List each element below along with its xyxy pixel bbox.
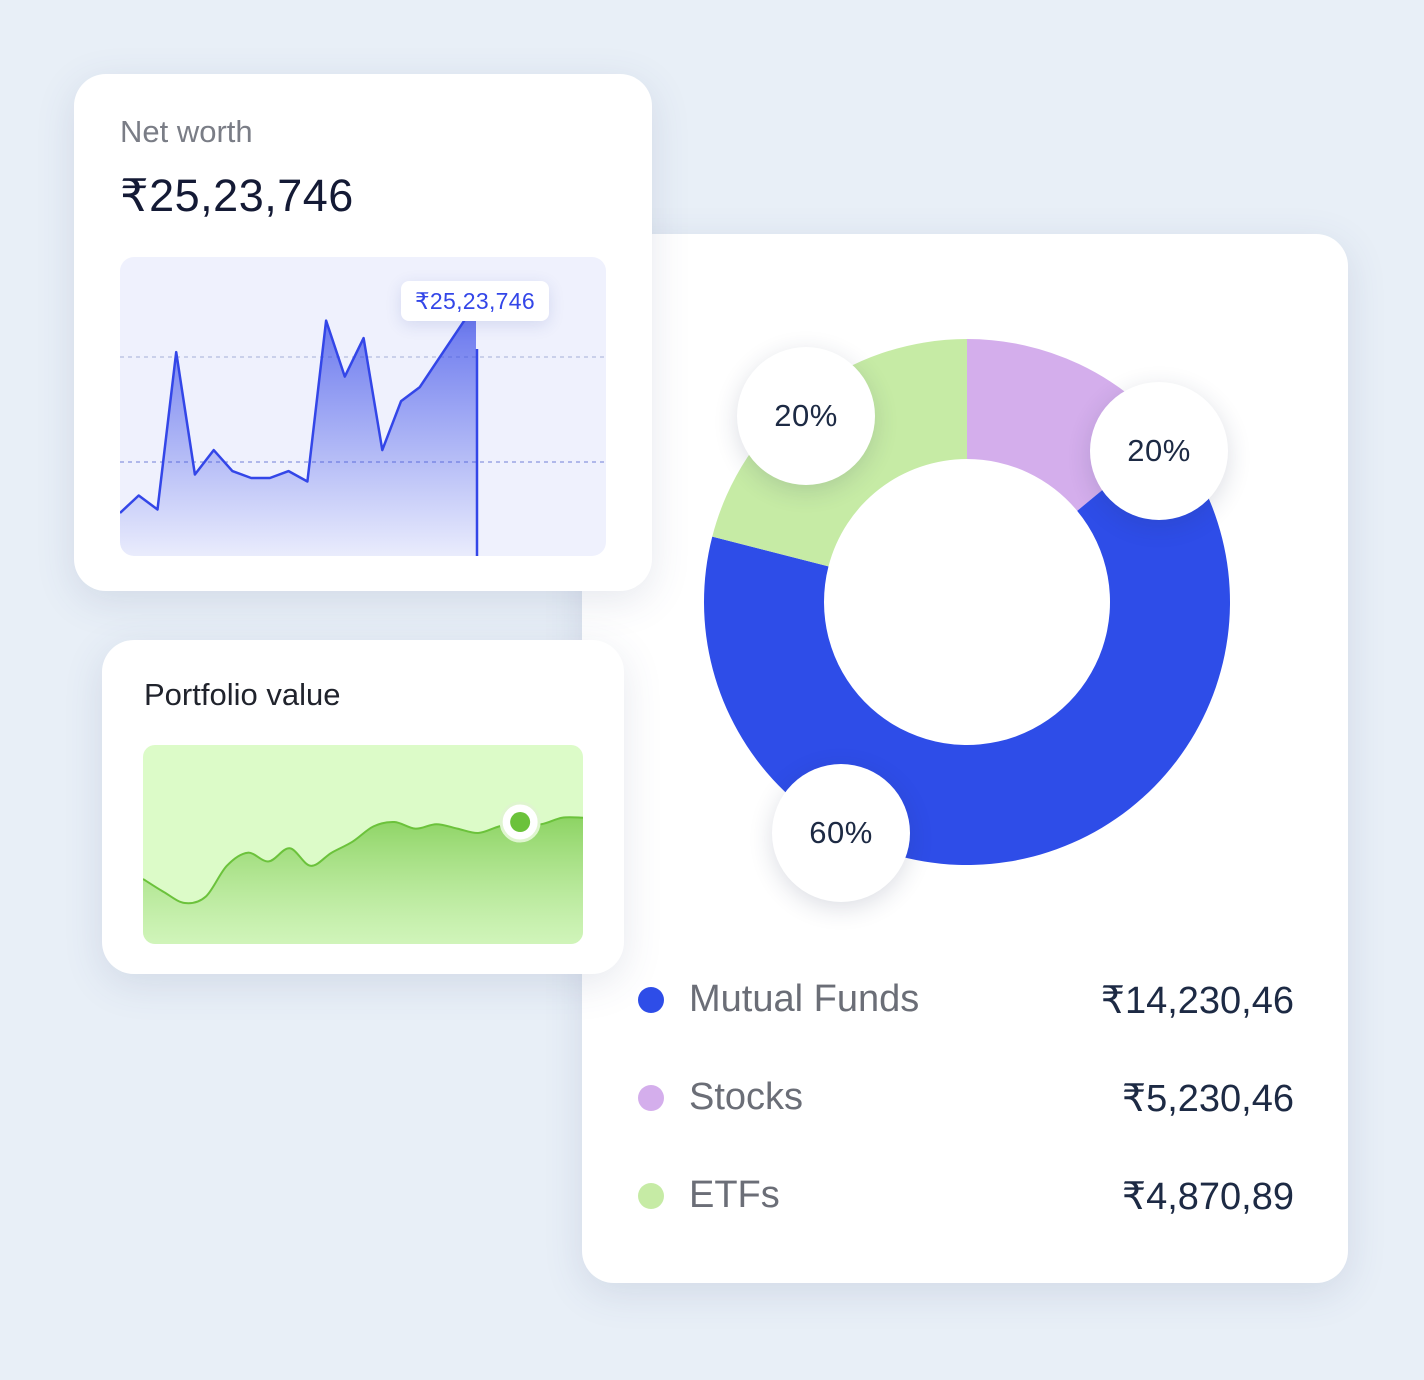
donut-label-mutual-funds: 60% bbox=[772, 764, 910, 902]
donut-label-stocks: 20% bbox=[1090, 382, 1228, 520]
legend-dot-etfs bbox=[638, 1183, 664, 1209]
legend-row-etfs[interactable]: ETFs ₹4,870,89 bbox=[638, 1166, 1294, 1226]
portfolio-value-chart[interactable] bbox=[143, 745, 583, 944]
allocation-card: 20% 20% 60% Mutual Funds ₹14,230,46 Stoc… bbox=[582, 234, 1348, 1283]
legend-value: ₹5,230,46 bbox=[1121, 1078, 1294, 1120]
legend-dot-mutual-funds bbox=[638, 987, 664, 1013]
donut-label-etfs: 20% bbox=[737, 347, 875, 485]
portfolio-value-label: Portfolio value bbox=[144, 677, 341, 712]
legend-label: ETFs bbox=[689, 1174, 780, 1216]
net-worth-line bbox=[120, 302, 478, 514]
portfolio-value-card: Portfolio value bbox=[102, 640, 624, 974]
net-worth-label: Net worth bbox=[120, 114, 253, 149]
legend-label: Mutual Funds bbox=[689, 978, 920, 1020]
legend-label: Stocks bbox=[689, 1076, 804, 1118]
legend-value: ₹14,230,46 bbox=[1100, 980, 1294, 1022]
net-worth-area bbox=[120, 303, 476, 556]
legend-dot-stocks bbox=[638, 1085, 664, 1111]
net-worth-card: Net worth ₹25,23,746 ₹25,23,746 bbox=[74, 74, 652, 591]
allocation-donut-chart bbox=[704, 339, 1230, 865]
net-worth-tooltip: ₹25,23,746 bbox=[401, 281, 549, 321]
portfolio-value-chart-svg bbox=[143, 801, 583, 944]
legend-row-stocks[interactable]: Stocks ₹5,230,46 bbox=[638, 1068, 1294, 1128]
legend-row-mutual-funds[interactable]: Mutual Funds ₹14,230,46 bbox=[638, 970, 1294, 1030]
portfolio-marker[interactable] bbox=[510, 812, 531, 833]
net-worth-value: ₹25,23,746 bbox=[120, 170, 354, 221]
donut-slice-mutual-funds[interactable] bbox=[704, 434, 1230, 865]
legend-value: ₹4,870,89 bbox=[1121, 1176, 1294, 1218]
portfolio-area bbox=[143, 817, 583, 944]
